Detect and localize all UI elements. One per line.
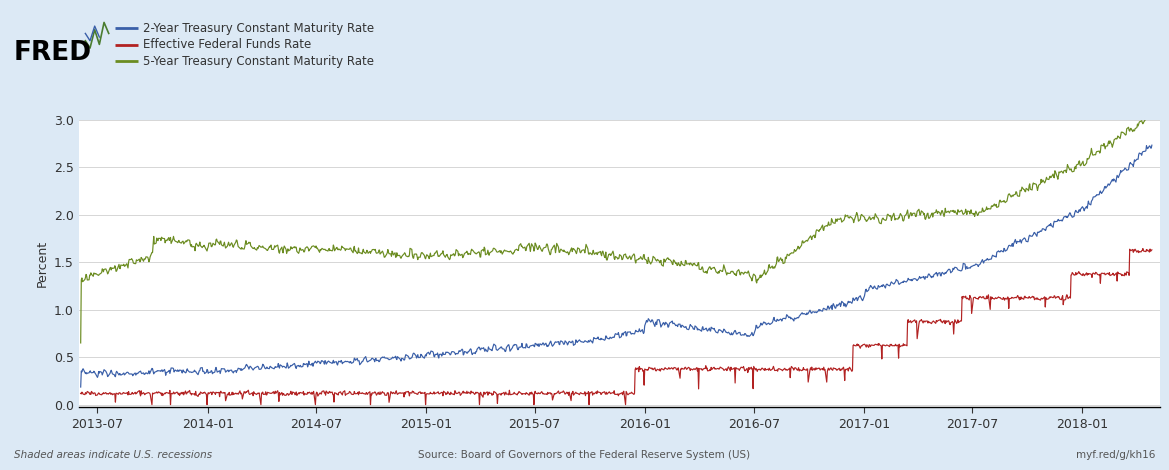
Text: 2-Year Treasury Constant Maturity Rate: 2-Year Treasury Constant Maturity Rate [143, 22, 374, 35]
Text: 5-Year Treasury Constant Maturity Rate: 5-Year Treasury Constant Maturity Rate [143, 55, 374, 68]
Text: Effective Federal Funds Rate: Effective Federal Funds Rate [143, 38, 311, 51]
Text: Shaded areas indicate U.S. recessions: Shaded areas indicate U.S. recessions [14, 450, 212, 460]
Text: myf.red/g/kh16: myf.red/g/kh16 [1075, 450, 1155, 460]
Text: Source: Board of Governors of the Federal Reserve System (US): Source: Board of Governors of the Federa… [419, 450, 750, 460]
Y-axis label: Percent: Percent [35, 240, 48, 287]
Text: FRED: FRED [14, 40, 92, 66]
